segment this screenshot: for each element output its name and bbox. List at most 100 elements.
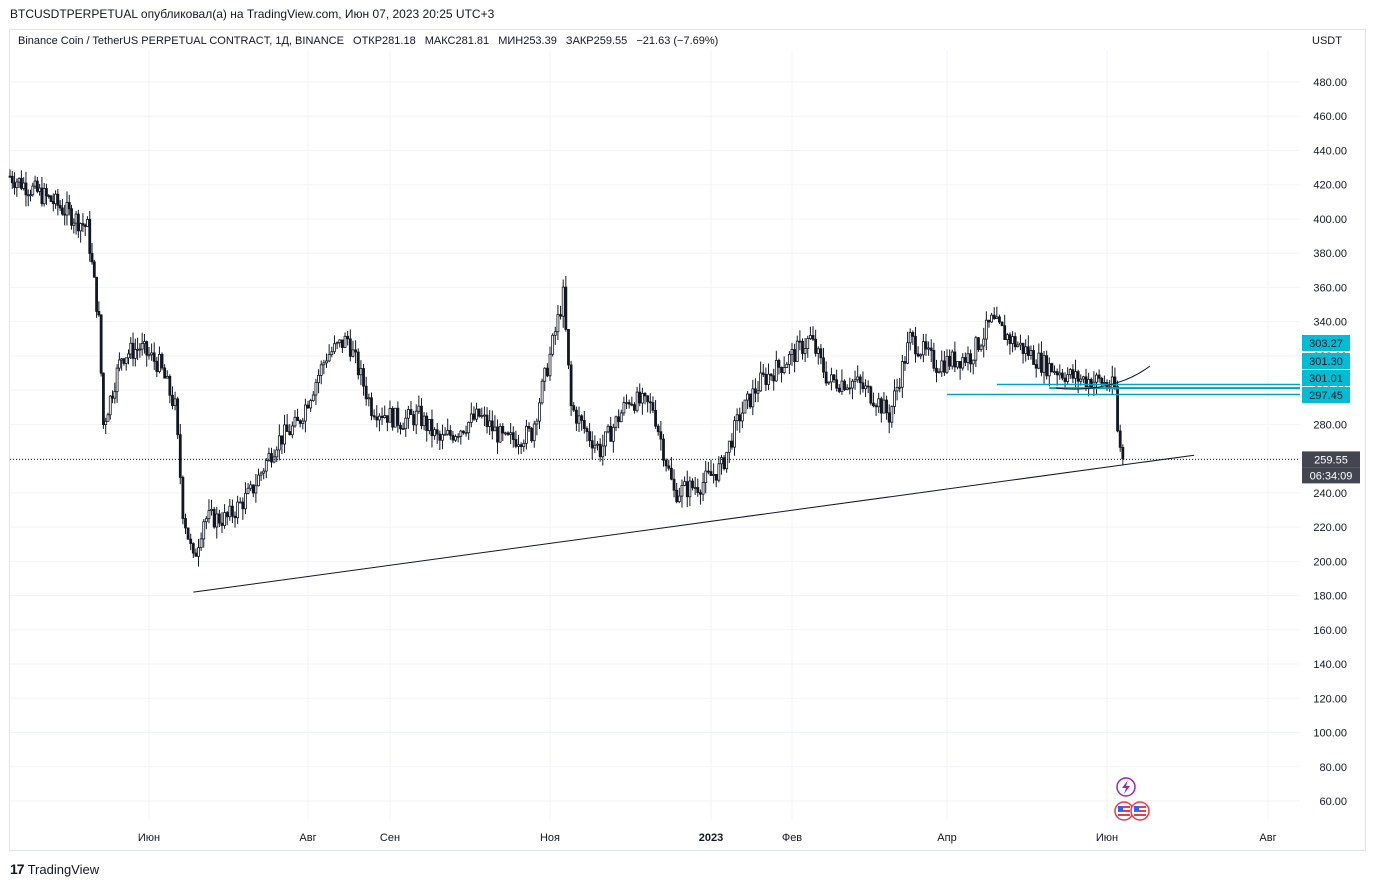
event-markers[interactable] — [1114, 777, 1150, 821]
candle-body — [33, 180, 37, 187]
candle-body — [908, 332, 912, 344]
candle-body — [422, 415, 426, 427]
candle — [422, 412, 426, 431]
candle — [354, 340, 358, 364]
candle — [567, 329, 570, 370]
candle-body — [1110, 376, 1114, 389]
time-axis[interactable]: Июн Авг Сен Ноя 2023 Фев Апр Июн Авг — [138, 832, 1277, 844]
candle-body — [335, 342, 339, 345]
candle — [127, 349, 130, 365]
candle-body — [1055, 371, 1059, 376]
candle-body — [293, 416, 297, 427]
candle — [199, 532, 203, 551]
candle — [837, 384, 841, 394]
candle — [414, 404, 418, 435]
candle — [995, 306, 999, 319]
candle-body — [969, 353, 973, 365]
candle-body — [223, 512, 226, 526]
candle — [532, 420, 536, 448]
candle — [311, 391, 315, 402]
candle-body — [619, 412, 623, 423]
candle — [1042, 351, 1046, 384]
candle-body — [298, 420, 302, 424]
candle-body — [430, 419, 434, 437]
candle — [288, 424, 292, 436]
candle-body — [509, 432, 513, 435]
lightning-icon[interactable] — [1116, 777, 1136, 797]
candle — [280, 435, 284, 455]
candle — [51, 193, 55, 212]
candle-body — [136, 348, 140, 351]
us-flag-icon[interactable] — [1130, 801, 1150, 821]
tradingview-logo[interactable]: 17 TradingView — [10, 861, 99, 877]
candle — [654, 399, 657, 429]
us-flag-icon[interactable] — [1114, 801, 1134, 821]
candle-body — [375, 416, 379, 421]
candle — [469, 402, 473, 428]
candle — [10, 171, 14, 189]
candle-body — [667, 465, 671, 469]
candle — [630, 396, 634, 407]
candle — [659, 420, 663, 451]
candle — [26, 189, 30, 207]
candle — [924, 333, 928, 356]
candle — [551, 333, 555, 357]
chart-legend: Binance Coin / TetherUS PERPETUAL CONTRA… — [18, 35, 724, 47]
candle-body — [106, 414, 110, 422]
candle-body — [414, 410, 418, 426]
candle — [706, 461, 710, 475]
symbol-title[interactable]: Binance Coin / TetherUS PERPETUAL CONTRA… — [18, 35, 344, 47]
x-tick-label: Апр — [937, 832, 956, 844]
candle — [816, 346, 820, 365]
candle — [406, 405, 410, 429]
candle-body — [427, 419, 431, 431]
candle — [330, 346, 334, 358]
y-tick-label: 420.00 — [1313, 180, 1347, 192]
candle-body — [181, 477, 185, 519]
candle-body — [327, 354, 331, 362]
candle — [38, 183, 42, 196]
candle — [333, 335, 336, 355]
open-value: ОТКР281.18 — [353, 35, 416, 47]
candle-body — [1081, 376, 1085, 380]
candle-body — [548, 353, 552, 377]
candle — [801, 338, 804, 360]
candle-body — [893, 390, 896, 407]
candle-body — [646, 395, 650, 403]
candle — [693, 476, 697, 495]
candle-body — [872, 402, 875, 407]
candle-body — [72, 222, 76, 226]
y-tick-label: 200.00 — [1313, 556, 1347, 568]
candle-body — [330, 351, 334, 355]
price-axis[interactable]: 480.00 460.00 440.00 420.00 400.00 380.00 360.… — [1313, 77, 1347, 808]
candle — [916, 346, 920, 358]
candle-body — [656, 425, 660, 433]
candle-body — [1003, 325, 1007, 340]
candle — [189, 533, 193, 551]
candle-body — [648, 401, 652, 404]
candle-body — [688, 480, 692, 498]
candle-body — [113, 391, 117, 399]
candle — [887, 404, 891, 434]
y-tick-label: 80.00 — [1319, 762, 1347, 774]
candle-body — [798, 340, 802, 343]
candle — [325, 353, 328, 369]
candle-body — [17, 177, 21, 183]
y-tick-label: 140.00 — [1313, 659, 1347, 671]
candle-body — [301, 420, 305, 424]
candle — [548, 346, 552, 381]
close-value: ЗАКР259.55 — [565, 35, 628, 47]
candle-body — [280, 435, 284, 445]
y-tick-label: 160.00 — [1313, 625, 1347, 637]
candle-body — [296, 416, 299, 422]
candle — [74, 210, 78, 235]
candle-body — [127, 353, 130, 359]
currency-label[interactable]: USDT — [1312, 35, 1342, 47]
candle-body — [869, 386, 873, 404]
candle — [378, 413, 381, 432]
candle — [1068, 368, 1072, 379]
badge-label: 301.30 — [1309, 356, 1343, 368]
candle-body — [1053, 371, 1056, 374]
candle-body — [622, 402, 626, 414]
